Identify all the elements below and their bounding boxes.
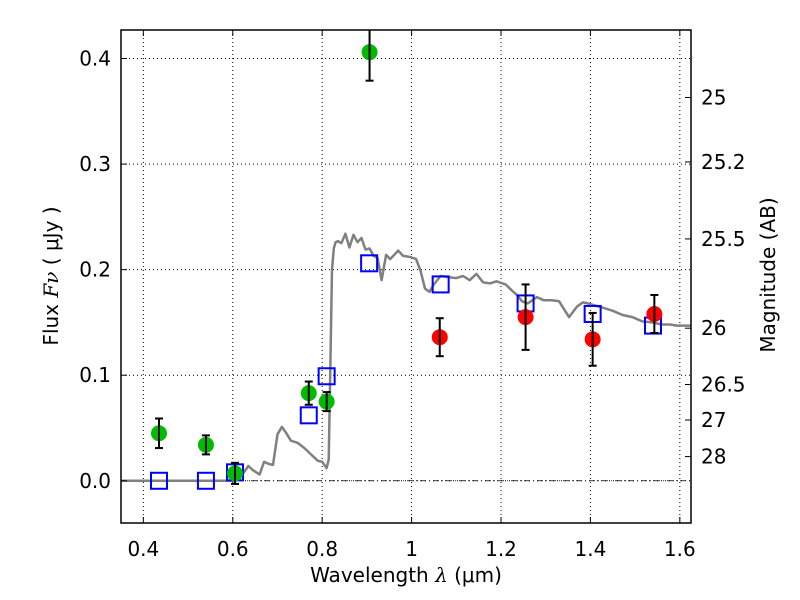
model-square-marker (360, 254, 379, 273)
spectrum-line (121, 232, 691, 483)
y2-tick-label: 26.5 (701, 372, 746, 396)
model-square-marker (150, 471, 168, 490)
x-tick-label: 0.4 (127, 537, 159, 561)
x-tick-label: 1.6 (664, 537, 696, 561)
axes-frame (120, 29, 692, 524)
y2-tick-label: 28 (701, 445, 726, 469)
model-square-marker (431, 275, 450, 294)
axes: 0.4 0.6 0.8 1 1.2 1.4 1.6 0.0 0.1 0.2 0.3 0.4 25 25.2… (79, 29, 746, 561)
x-tick-label: 1.2 (485, 537, 517, 561)
y2-tick-label: 26 (701, 316, 726, 340)
y-tick-label: 0.4 (79, 47, 111, 71)
plot-content (121, 30, 691, 523)
y2-tick-label: 25 (701, 85, 726, 109)
x-axis-label: Wavelength λ (μm) (310, 563, 502, 587)
x-tick-label: 1.4 (575, 537, 607, 561)
model-square-marker (317, 367, 336, 386)
plot-area (121, 30, 691, 523)
y2-axis-label: Magnitude (AB) (756, 197, 780, 352)
model-square-marker (196, 471, 215, 490)
y2-tick-label: 27 (701, 408, 726, 432)
y-tick-label: 0.1 (79, 363, 111, 387)
y-tick-label: 0.2 (79, 258, 111, 282)
y2-tick-label: 25.2 (701, 150, 746, 174)
y-tick-label: 0.3 (79, 152, 111, 176)
model-square-marker (299, 406, 318, 425)
x-tick-label: 0.8 (306, 537, 338, 561)
y2-tick-label: 25.5 (701, 227, 746, 251)
y-tick-label: 0.0 (79, 469, 111, 493)
x-tick-label: 0.6 (217, 537, 249, 561)
x-tick-label: 1 (405, 537, 418, 561)
y-axis-label: Flux Fν ( μJy ) (39, 206, 63, 345)
